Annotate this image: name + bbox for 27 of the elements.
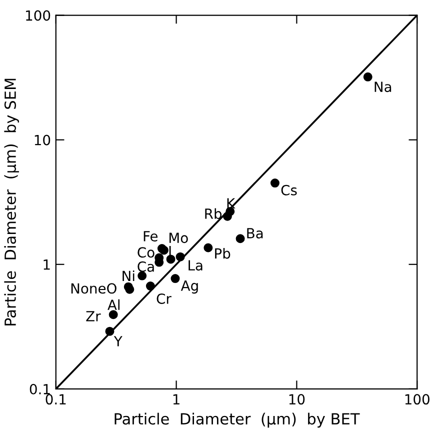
y-tick-label: 0.1	[30, 384, 50, 394]
y-tick-label: 1	[44, 260, 50, 270]
annotation: Zr	[86, 311, 101, 322]
y-axis-title: Particle Diameter (μm) by SEM	[4, 78, 19, 326]
annotation: Rb	[205, 208, 222, 219]
annotation: Ni	[122, 270, 134, 282]
annotation: Cs	[281, 184, 297, 196]
x-tick-label: 0.1	[46, 394, 66, 405]
annotation: Na	[374, 82, 392, 92]
annotation: Ag	[180, 280, 198, 294]
y-tick-label: 100	[26, 10, 50, 21]
annotation: Al	[108, 299, 120, 310]
annotation: Cr	[156, 293, 172, 304]
annotation: Fe	[144, 231, 158, 242]
x-tick-label: 1	[173, 394, 180, 404]
annotation: Ba	[247, 228, 263, 238]
x-tick-label: 100	[405, 394, 430, 405]
annotation: Pb	[215, 248, 230, 259]
annotation: NoneO	[71, 283, 116, 294]
x-tick-label: 10	[289, 394, 305, 405]
annotation: Y	[114, 336, 122, 346]
y-tick-label: 10	[34, 134, 50, 146]
x-axis-title: Particle Diameter (μm) by BET	[114, 412, 360, 428]
annotation: La	[188, 260, 202, 271]
annotation: Mo	[170, 232, 188, 244]
annotation: Co	[138, 247, 154, 258]
annotation: Ca	[138, 261, 154, 272]
